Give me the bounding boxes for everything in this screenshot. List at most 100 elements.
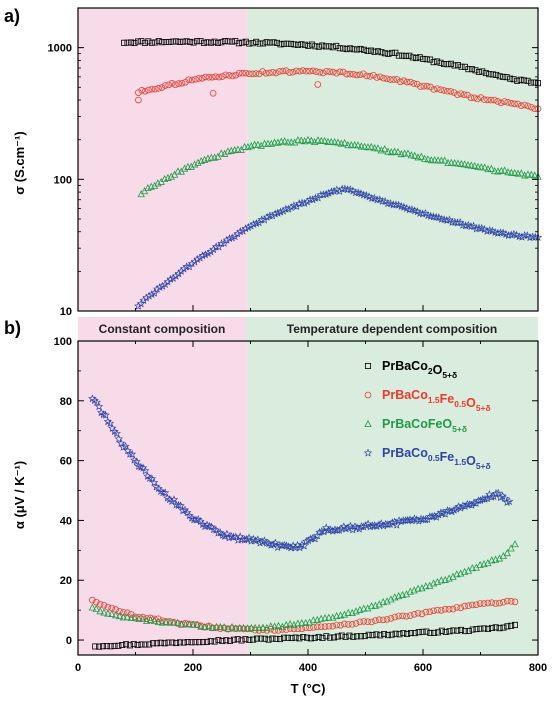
data-point — [238, 637, 245, 644]
data-point — [275, 627, 282, 634]
data-point — [277, 41, 284, 48]
data-point — [367, 602, 376, 610]
data-point — [313, 531, 322, 540]
data-point — [460, 160, 469, 168]
data-point — [388, 631, 395, 638]
data-point — [290, 138, 299, 146]
data-point — [215, 73, 223, 81]
data-point-outlier — [314, 81, 322, 88]
data-point — [100, 608, 108, 616]
data-point — [474, 95, 481, 103]
data-point — [400, 630, 407, 637]
data-point — [92, 643, 99, 650]
data-point — [232, 38, 239, 45]
data-point — [302, 67, 310, 75]
data-point — [202, 73, 209, 81]
data-point — [252, 218, 261, 227]
data-point — [114, 434, 124, 443]
data-point — [292, 67, 300, 75]
data-point — [310, 624, 317, 631]
data-point — [430, 86, 438, 93]
data-point — [212, 622, 221, 630]
data-point — [155, 38, 162, 45]
data-point — [473, 626, 480, 633]
data-point — [315, 633, 322, 640]
data-point — [251, 623, 259, 631]
data-point — [257, 635, 264, 642]
data-point — [125, 449, 135, 458]
data-point — [225, 38, 232, 45]
series-b-square — [92, 621, 519, 650]
y-tick-label-b: 100 — [54, 336, 72, 348]
data-point — [130, 641, 137, 648]
data-point — [215, 637, 222, 644]
data-point — [214, 242, 224, 251]
data-point — [222, 71, 229, 79]
data-point — [183, 38, 190, 45]
data-point — [424, 155, 432, 163]
data-point — [319, 69, 327, 77]
data-point — [124, 39, 131, 46]
data-point — [179, 264, 189, 273]
data-point — [378, 49, 385, 56]
data-point — [501, 98, 508, 105]
data-point — [142, 641, 149, 648]
data-point — [309, 616, 318, 624]
data-point — [134, 642, 141, 649]
data-point — [305, 195, 315, 204]
data-point — [511, 540, 519, 548]
data-point — [484, 96, 491, 104]
data-point — [392, 630, 399, 637]
data-point — [423, 628, 430, 635]
data-point — [360, 618, 368, 625]
data-point — [116, 438, 126, 447]
data-point — [132, 457, 141, 466]
data-point — [270, 622, 279, 630]
data-point — [411, 630, 418, 637]
data-point — [422, 582, 430, 590]
data-point — [249, 219, 258, 228]
data-point — [309, 67, 317, 75]
data-point — [253, 535, 262, 544]
data-point — [262, 69, 270, 77]
data-point — [361, 633, 368, 640]
data-point — [465, 627, 472, 634]
data-point — [426, 608, 433, 616]
data-point — [405, 205, 414, 214]
data-point — [449, 605, 457, 613]
data-point — [244, 533, 254, 542]
data-point — [372, 617, 379, 624]
data-point — [195, 253, 205, 262]
data-point — [360, 70, 367, 78]
data-point — [507, 75, 514, 82]
data-point — [451, 62, 458, 69]
data-point — [147, 474, 157, 483]
data-point — [155, 283, 165, 291]
data-point — [480, 600, 488, 607]
data-point — [165, 639, 172, 646]
data-point — [152, 39, 159, 46]
data-point — [413, 55, 420, 62]
data-point — [288, 635, 295, 642]
data-point — [300, 634, 307, 641]
data-point — [504, 231, 513, 240]
data-point — [123, 641, 130, 648]
data-point — [196, 639, 203, 646]
data-point — [99, 410, 108, 419]
data-point — [381, 630, 388, 637]
data-point — [222, 529, 232, 538]
data-point — [378, 197, 387, 205]
data-point — [297, 198, 307, 207]
data-point — [154, 615, 162, 623]
data-point — [123, 446, 132, 455]
series-b-triangle — [88, 540, 519, 632]
data-point — [204, 39, 211, 46]
data-point — [159, 39, 166, 46]
data-point — [180, 38, 187, 45]
data-point — [211, 638, 218, 645]
data-point — [217, 239, 226, 248]
data-point — [340, 45, 347, 52]
data-point — [147, 289, 156, 299]
data-point — [246, 40, 253, 47]
data-point — [469, 626, 476, 633]
